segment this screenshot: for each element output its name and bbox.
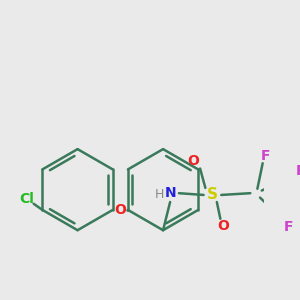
Text: O: O (217, 219, 229, 233)
Text: F: F (261, 149, 270, 163)
Text: H: H (155, 188, 164, 202)
Text: Cl: Cl (19, 192, 34, 206)
Text: S: S (207, 188, 218, 202)
Text: O: O (114, 203, 126, 217)
Text: F: F (284, 220, 293, 234)
Text: N: N (165, 186, 177, 200)
Text: O: O (187, 154, 199, 169)
Text: F: F (296, 164, 300, 178)
